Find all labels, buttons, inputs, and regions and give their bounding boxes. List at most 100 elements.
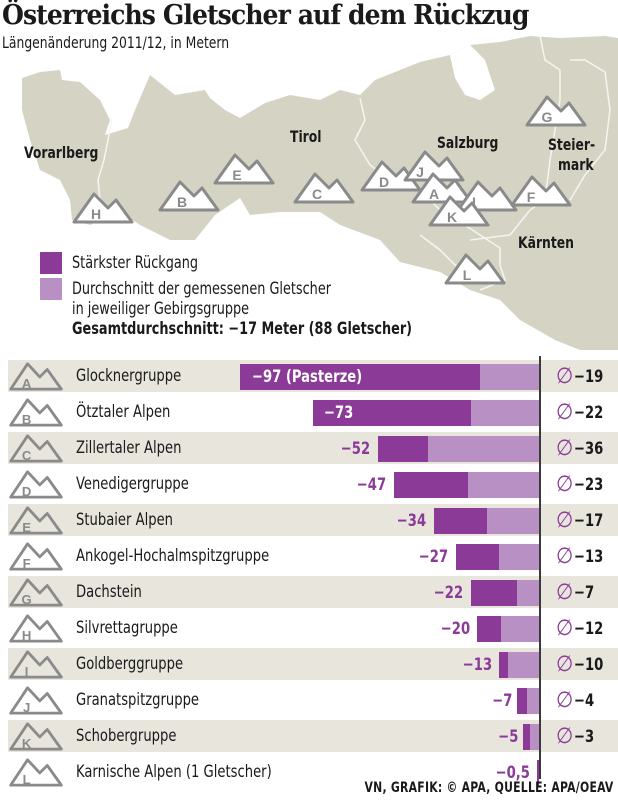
mountain-icon: D xyxy=(9,470,63,499)
value-strongest: −0,5 xyxy=(495,763,530,783)
marker-label-C: C xyxy=(312,186,322,202)
marker-A xyxy=(411,172,473,204)
marker-label-G: G xyxy=(542,109,553,125)
bar-average xyxy=(487,508,539,534)
group-name: Dachstein xyxy=(76,582,142,602)
value-strongest: −73 xyxy=(324,403,354,423)
bar-strongest xyxy=(477,616,501,642)
table-row: B Ötztaler Alpen −73 ∅−22 xyxy=(8,396,618,428)
bar-strongest xyxy=(240,364,480,390)
bar-average xyxy=(527,688,539,714)
group-name: Stubaier Alpen xyxy=(76,510,174,530)
svg-text:J: J xyxy=(23,700,30,715)
marker-E xyxy=(213,153,275,185)
mountain-icon: A xyxy=(9,362,63,391)
mountain-icon: C xyxy=(9,434,63,463)
region-steiermark-1: Steier- xyxy=(548,135,596,154)
marker-K xyxy=(428,195,490,227)
mountain-icon: H xyxy=(9,614,63,643)
table-row: C Zillertaler Alpen −52 ∅−36 xyxy=(8,432,618,464)
average-value: ∅−10 xyxy=(556,651,604,677)
svg-text:D: D xyxy=(22,484,31,499)
bar-strongest xyxy=(394,472,468,498)
value-strongest: −34 xyxy=(396,511,426,531)
group-name: Glocknergruppe xyxy=(76,366,182,386)
group-name: Venedigergruppe xyxy=(76,474,189,494)
zero-axis-line xyxy=(539,356,541,779)
bar-strongest xyxy=(434,508,487,534)
swatch-average xyxy=(40,278,62,300)
group-name: Zillertaler Alpen xyxy=(76,438,182,458)
source-credit: VN, GRAFIK: © APA, QUELLE: APA/OEAV xyxy=(364,780,614,796)
marker-label-J: J xyxy=(416,164,424,180)
legend-average-line1: Durchschnitt der gemessenen Gletscher xyxy=(72,279,332,299)
bar-average xyxy=(480,364,539,390)
average-icon: ∅ xyxy=(556,723,574,749)
group-name: Ötztaler Alpen xyxy=(76,402,171,422)
mountain-icon: F xyxy=(9,542,63,571)
marker-label-D: D xyxy=(379,174,389,190)
value-strongest: −5 xyxy=(497,727,518,747)
average-icon: ∅ xyxy=(556,507,574,533)
table-row: A Glocknergruppe −97 (Pasterze) ∅−19 xyxy=(8,360,618,392)
value-strongest: −27 xyxy=(418,547,448,567)
average-icon: ∅ xyxy=(556,543,574,569)
average-icon: ∅ xyxy=(556,687,574,713)
mountain-icon: B xyxy=(9,398,63,427)
marker-label-H: H xyxy=(91,206,101,222)
table-row: L Karnische Alpen (1 Gletscher) −0,5 xyxy=(8,756,618,788)
bar-average xyxy=(468,472,539,498)
bar-average xyxy=(428,436,539,462)
group-name: Goldberggruppe xyxy=(76,654,184,674)
svg-text:B: B xyxy=(22,412,31,427)
value-strongest: −52 xyxy=(340,439,370,459)
value-strongest: −22 xyxy=(433,583,463,603)
table-row: J Granatspitzgruppe −7 ∅−4 xyxy=(8,684,618,716)
marker-B xyxy=(158,180,220,212)
average-value: ∅−13 xyxy=(556,543,604,569)
table-row: H Silvrettagruppe −20 ∅−12 xyxy=(8,612,618,644)
mountain-icon: K xyxy=(9,722,63,751)
austria-map: H B E C D J A I K F G L Vorarlberg Tirol… xyxy=(0,30,618,360)
average-icon: ∅ xyxy=(556,399,574,425)
svg-text:I: I xyxy=(25,664,29,679)
bar-strongest xyxy=(456,544,499,570)
bar-average xyxy=(517,580,539,606)
legend-overall-average: Gesamtdurchschnitt: −17 Meter (88 Gletsc… xyxy=(72,319,413,339)
average-icon: ∅ xyxy=(556,435,574,461)
marker-label-F: F xyxy=(527,189,536,205)
average-icon: ∅ xyxy=(556,615,574,641)
value-strongest: −13 xyxy=(462,655,492,675)
bar-strongest xyxy=(537,760,539,786)
average-value: ∅−36 xyxy=(556,435,604,461)
mountain-icon: I xyxy=(9,650,63,679)
group-name: Karnische Alpen (1 Gletscher) xyxy=(76,762,272,782)
marker-D xyxy=(360,160,422,192)
group-name: Silvrettagruppe xyxy=(76,618,178,638)
bar-strongest xyxy=(499,652,508,678)
table-row: I Goldberggruppe −13 ∅−10 xyxy=(8,648,618,680)
marker-G xyxy=(525,95,587,127)
legend-average-line2: in jeweiliger Gebirgsgruppe xyxy=(72,299,250,319)
chart-title: Österreichs Gletscher auf dem Rückzug xyxy=(2,0,529,31)
svg-text:E: E xyxy=(22,520,31,535)
mountain-icon: G xyxy=(9,578,63,607)
bar-average xyxy=(501,616,539,642)
average-value: ∅−17 xyxy=(556,507,604,533)
marker-label-I: I xyxy=(472,194,476,210)
average-value: ∅−23 xyxy=(556,471,604,497)
average-value: ∅−22 xyxy=(556,399,604,425)
svg-text:K: K xyxy=(22,736,32,751)
marker-L xyxy=(444,253,506,285)
bar-strongest xyxy=(517,688,527,714)
average-value: ∅−7 xyxy=(556,579,595,605)
marker-F xyxy=(510,175,572,207)
bar-average xyxy=(499,544,539,570)
mountain-markers xyxy=(72,95,587,285)
table-row: D Venedigergruppe −47 ∅−23 xyxy=(8,468,618,500)
region-kaernten: Kärnten xyxy=(518,233,575,252)
table-row: E Stubaier Alpen −34 ∅−17 xyxy=(8,504,618,536)
mountain-icon: L xyxy=(9,758,63,787)
average-value: ∅−19 xyxy=(556,363,604,389)
region-salzburg: Salzburg xyxy=(437,133,499,152)
